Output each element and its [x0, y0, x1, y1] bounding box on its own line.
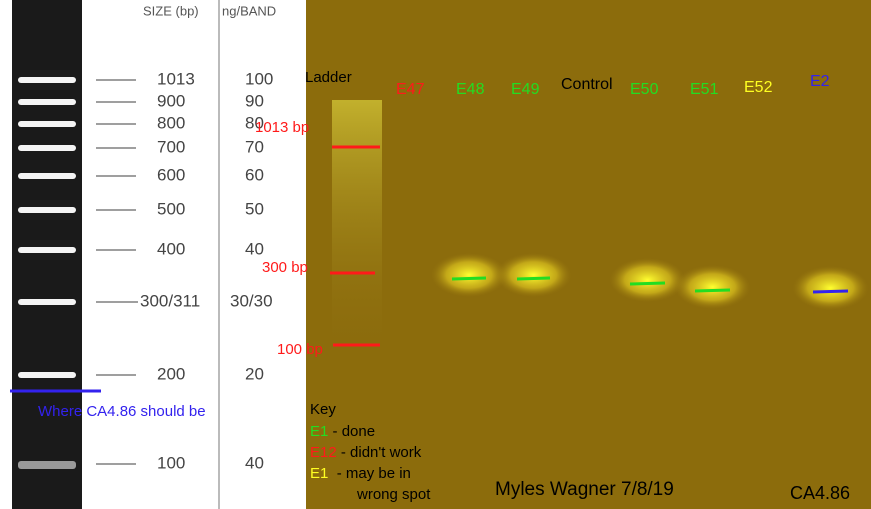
band-glow	[792, 266, 869, 310]
author: Myles Wagner 7/8/19	[495, 479, 674, 500]
note: Where CA4.86 should be	[38, 403, 206, 420]
key-tag: E1	[310, 465, 328, 482]
gel-panel	[306, 0, 871, 509]
marker-label: 100 bp	[277, 341, 323, 358]
size-label: 300/311	[140, 291, 200, 310]
band-glow	[495, 253, 572, 297]
key-text: - didn't work	[337, 444, 422, 461]
ng-label: 20	[245, 364, 264, 383]
size-label: 500	[157, 199, 185, 218]
band-glow	[674, 265, 751, 309]
ladder-band	[18, 461, 76, 469]
ladder-smear	[332, 100, 382, 360]
lane-label: Control	[561, 76, 613, 93]
ladder-band	[18, 299, 76, 305]
lane-label: E52	[744, 79, 773, 96]
lane-label: E47	[396, 81, 425, 98]
band-glow	[609, 258, 686, 302]
band-mark	[451, 276, 487, 281]
ladder-gel	[12, 0, 82, 509]
key-text: - done	[328, 423, 375, 440]
ng-label: 40	[245, 453, 264, 472]
size-label: 800	[157, 113, 185, 132]
ng-label: 50	[245, 199, 264, 218]
size-label: 900	[157, 91, 185, 110]
ng-label: 90	[245, 91, 264, 110]
size-label: 600	[157, 165, 185, 184]
size-label: 700	[157, 137, 185, 156]
band-mark	[629, 281, 666, 286]
ladder-band	[18, 121, 76, 127]
lane-label: E48	[456, 81, 485, 98]
ladder-band	[18, 247, 76, 253]
ng-label: 80	[245, 113, 264, 132]
lane-label: E2	[810, 73, 830, 90]
ng-label: 100	[245, 69, 273, 88]
size-label: 400	[157, 239, 185, 258]
lane-label: Ladder	[305, 69, 352, 86]
size-label: 1013	[157, 69, 195, 88]
sample-id: CA4.86	[790, 483, 850, 503]
key-text: - may be in	[328, 465, 411, 482]
band-mark	[516, 276, 551, 281]
ng-label: 70	[245, 137, 264, 156]
key-tag: E1	[310, 423, 328, 440]
ladder-band	[18, 99, 76, 105]
key-title: Key	[310, 401, 336, 418]
ng-label: 60	[245, 165, 264, 184]
size-label: 200	[157, 364, 185, 383]
band-mark	[812, 289, 849, 294]
ladder-band	[18, 372, 76, 378]
marker-label: 300 bp	[262, 259, 308, 276]
size-header: SIZE (bp)	[143, 3, 199, 18]
size-label: 100	[157, 453, 185, 472]
band-mark	[694, 288, 731, 293]
key-entry: E1 - done	[310, 423, 375, 440]
lane-label: E49	[511, 81, 540, 98]
key-entry: E1 - may be in	[310, 465, 411, 482]
key-tag: E12	[310, 444, 337, 461]
key-continuation: wrong spot	[356, 486, 431, 503]
ng-label: 30/30	[230, 291, 273, 310]
lane-label: E50	[630, 81, 659, 98]
ladder-band	[18, 77, 76, 83]
marker-label: 1013 bp	[255, 119, 309, 136]
band-glow	[431, 253, 507, 297]
ladder-band	[18, 173, 76, 179]
key-entry: E12 - didn't work	[310, 444, 422, 461]
ng-label: 40	[245, 239, 264, 258]
lane-label: E51	[690, 81, 719, 98]
ng-header: ng/BAND	[222, 3, 276, 18]
ladder-band	[18, 207, 76, 213]
ladder-band	[18, 145, 76, 151]
